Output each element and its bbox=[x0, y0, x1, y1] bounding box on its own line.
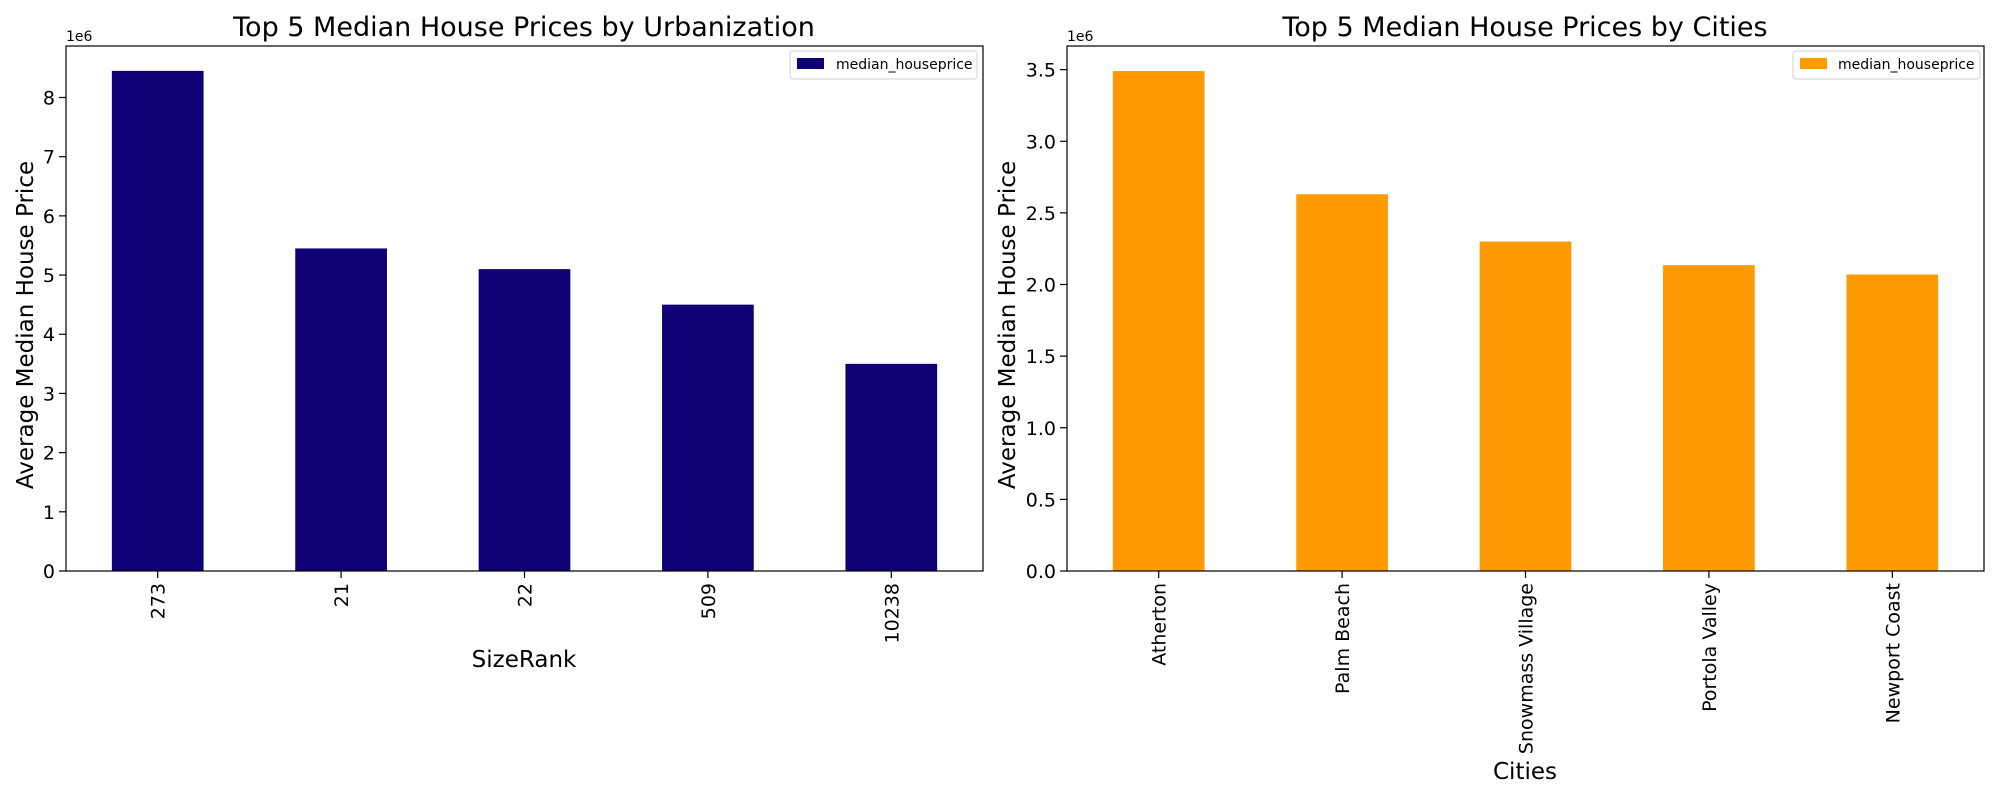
bar bbox=[478, 269, 571, 571]
bar bbox=[111, 70, 204, 572]
x-tick-label: 273 bbox=[148, 583, 170, 619]
x-tick-label: Portola Valley bbox=[1699, 583, 1721, 712]
plot-frame bbox=[1066, 45, 1985, 572]
y-axis-label: Average Median House Price bbox=[995, 161, 1021, 489]
y-tick-label: 4 bbox=[43, 324, 55, 346]
bar bbox=[1479, 241, 1572, 572]
x-tick-label: Newport Coast bbox=[1882, 583, 1904, 723]
x-tick-label: Palm Beach bbox=[1332, 583, 1354, 694]
legend-box bbox=[1792, 50, 1981, 80]
legend-label: median_houseprice bbox=[1838, 57, 1975, 73]
bar bbox=[662, 304, 754, 571]
x-tick-label: Atherton bbox=[1149, 583, 1171, 666]
bars bbox=[111, 70, 938, 572]
bars bbox=[1112, 71, 1939, 572]
bar bbox=[1663, 265, 1755, 571]
bar bbox=[295, 248, 387, 572]
y-tick-label: 2.5 bbox=[1026, 203, 1056, 225]
y-offset-label: 1e6 bbox=[1067, 29, 1094, 45]
y-tick-label: 1.0 bbox=[1026, 418, 1056, 440]
y-tick-label: 7 bbox=[43, 147, 55, 169]
legend-label: median_houseprice bbox=[836, 57, 973, 73]
x-axis-label: SizeRank bbox=[472, 647, 577, 673]
x-ticks: 273 21 22 509 10238 bbox=[148, 571, 903, 643]
y-tick-label: 0.5 bbox=[1026, 489, 1056, 511]
x-tick-label: Snowmass Village bbox=[1516, 583, 1538, 754]
y-tick-label: 1 bbox=[43, 502, 55, 524]
x-tick-label: 10238 bbox=[881, 583, 903, 643]
bar bbox=[1846, 274, 1939, 571]
legend-swatch bbox=[797, 58, 824, 69]
bar bbox=[1112, 71, 1205, 572]
chart-urbanization: Top 5 Median House Prices by Urbanizatio… bbox=[13, 12, 984, 673]
chart-title: Top 5 Median House Prices by Urbanizatio… bbox=[232, 12, 815, 43]
y-tick-label: 0 bbox=[43, 561, 55, 583]
chart-title: Top 5 Median House Prices by Cities bbox=[1281, 12, 1767, 43]
bar bbox=[1296, 194, 1388, 572]
x-tick-label: 22 bbox=[515, 583, 537, 607]
legend: median_houseprice bbox=[1792, 50, 1981, 80]
y-tick-label: 6 bbox=[43, 206, 55, 228]
y-tick-label: 8 bbox=[43, 87, 55, 109]
legend-box bbox=[789, 50, 978, 80]
y-ticks: 0 1 2 3 4 5 6 7 8 bbox=[43, 87, 66, 583]
y-tick-label: 3.5 bbox=[1026, 60, 1056, 82]
y-tick-label: 3 bbox=[43, 383, 55, 405]
x-tick-label: 509 bbox=[698, 583, 720, 619]
y-tick-label: 5 bbox=[43, 265, 55, 287]
y-tick-label: 0.0 bbox=[1026, 561, 1056, 583]
y-tick-label: 2 bbox=[43, 443, 55, 465]
y-tick-label: 1.5 bbox=[1026, 346, 1056, 368]
chart-cities: Top 5 Median House Prices by Cities 1e6 … bbox=[995, 12, 1985, 785]
legend: median_houseprice bbox=[789, 50, 978, 80]
plot-frame bbox=[65, 45, 984, 572]
y-tick-label: 3.0 bbox=[1026, 131, 1056, 153]
y-axis-label: Average Median House Price bbox=[13, 161, 39, 489]
y-offset-label: 1e6 bbox=[66, 29, 93, 45]
x-axis-label: Cities bbox=[1493, 759, 1557, 785]
x-ticks: Atherton Palm Beach Snowmass Village Portol… bbox=[1149, 571, 1904, 754]
y-tick-label: 2.0 bbox=[1026, 275, 1056, 297]
legend-swatch bbox=[1800, 58, 1827, 69]
x-tick-label: 21 bbox=[331, 583, 353, 607]
bar bbox=[845, 363, 938, 571]
y-ticks: 0.0 0.5 1.0 1.5 2.0 2.5 3.0 3.5 bbox=[1026, 60, 1067, 583]
